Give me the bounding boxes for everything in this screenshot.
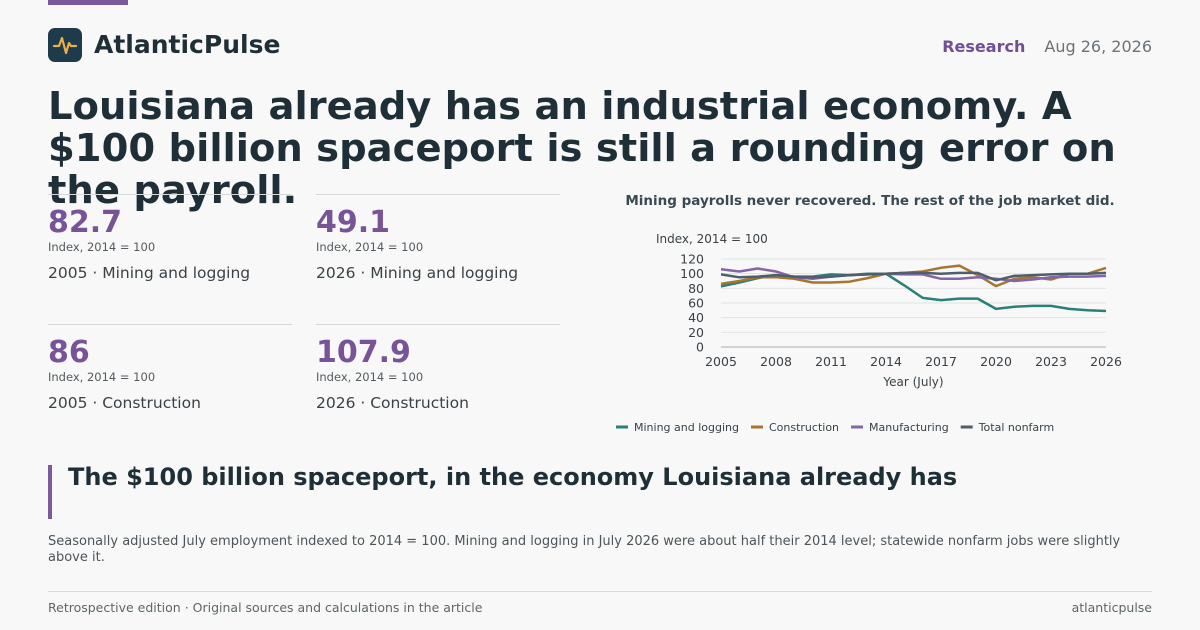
footer-note: Retrospective edition · Original sources… [48,600,483,615]
stat-value: 86 [48,335,90,370]
stat-note: Index, 2014 = 100 [316,370,424,384]
pulse-icon[interactable] [48,28,82,62]
stat-label: 2026 · Construction [316,394,469,412]
x-tick-label: 2005 [705,354,737,369]
x-tick-label: 2008 [760,354,792,369]
section-heading: The $100 billion spaceport, in the econo… [68,463,958,491]
header-meta: Research Aug 26, 2026 [942,37,1152,56]
publish-date: Aug 26, 2026 [1044,37,1152,56]
chart-title: Mining payrolls never recovered. The res… [625,193,1115,209]
legend-label: Mining and logging [634,421,739,434]
x-tick-label: 2014 [870,354,902,369]
y-axis-label: Index, 2014 = 100 [656,232,768,246]
site-header: AtlanticPulse Research Aug 26, 2026 [48,28,1152,64]
stat-card: 107.9 Index, 2014 = 100 2026 · Construct… [316,324,560,412]
stat-note: Index, 2014 = 100 [316,240,424,254]
stat-card: 82.7 Index, 2014 = 100 2005 · Mining and… [48,194,292,282]
x-tick-label: 2026 [1090,354,1122,369]
stat-card: 49.1 Index, 2014 = 100 2026 · Mining and… [316,194,560,282]
stat-note: Index, 2014 = 100 [48,240,156,254]
stat-card: 86 Index, 2014 = 100 2005 · Construction [48,324,292,412]
subhead-accent [48,465,52,519]
stat-value: 82.7 [48,205,123,240]
x-axis-label: Year (July) [882,375,943,389]
accent-bar [48,0,128,5]
y-tick-label: 80 [688,281,704,296]
legend-label: Manufacturing [869,421,949,434]
y-tick-label: 0 [696,340,704,355]
footer-site[interactable]: atlanticpulse [1071,600,1152,615]
stat-label: 2005 · Construction [48,394,201,412]
x-tick-label: 2020 [980,354,1012,369]
y-tick-label: 120 [680,252,704,267]
x-tick-label: 2023 [1035,354,1067,369]
stat-value: 49.1 [316,205,391,240]
stat-label: 2026 · Mining and logging [316,264,519,282]
series-line [720,271,1107,282]
x-tick-label: 2017 [925,354,957,369]
chart-caption: Seasonally adjusted July employment inde… [48,534,1121,565]
section-link[interactable]: Research [942,37,1026,56]
legend-label: Construction [769,421,839,434]
legend-label: Total nonfarm [978,421,1055,434]
brand-name[interactable]: AtlanticPulse [94,30,281,59]
x-tick-label: 2011 [815,354,847,369]
headline: Louisiana already has an industrial econ… [48,84,1116,213]
y-tick-label: 100 [680,266,704,281]
series-line [720,267,1107,283]
stat-value: 107.9 [316,335,411,370]
y-tick-label: 20 [688,325,704,340]
y-tick-label: 40 [688,310,704,325]
y-tick-label: 60 [688,296,704,311]
stat-note: Index, 2014 = 100 [48,370,156,384]
stat-label: 2005 · Mining and logging [48,264,251,282]
footer-divider [48,591,1152,592]
